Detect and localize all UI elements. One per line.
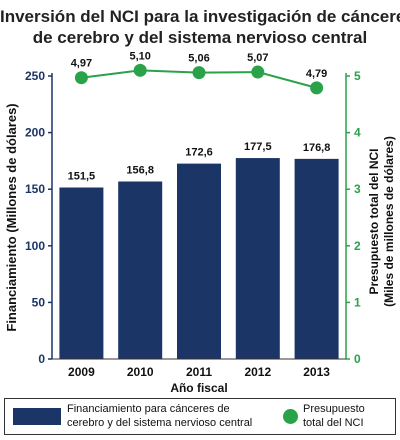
line-value-label-2012: 5,07 <box>247 52 268 64</box>
right-axis-tick-label-2: 2 <box>354 239 361 253</box>
chart-title-line-1: Inversión del NCI para la investigación … <box>0 7 400 26</box>
chart-legend: Financiamiento para cánceres de cerebro … <box>4 398 396 435</box>
x-axis-title: Año fiscal <box>170 381 227 395</box>
right-axis-tick-label-0: 0 <box>354 352 361 366</box>
line-value-label-2009: 4,97 <box>71 58 92 70</box>
legend-label-bar-line-2: cerebro y del sistema nervioso central <box>67 417 253 429</box>
left-axis-title: Financiamiento (Millones de dólares) <box>4 103 19 331</box>
line-value-label-2013: 4,79 <box>306 68 327 80</box>
bar-2010 <box>118 181 163 359</box>
line-point-2010 <box>133 63 147 77</box>
right-axis-tick-label-4: 4 <box>354 126 361 140</box>
bar-value-label-2012: 177,5 <box>244 141 272 153</box>
bar-value-label-2010: 156,8 <box>126 165 154 177</box>
bar-value-label-2011: 172,6 <box>185 147 213 159</box>
line-point-2013 <box>310 81 324 95</box>
right-axis-title-line-2: (Miles de millones de dólares) <box>382 136 396 307</box>
legend-label-dot-line-2: total del NCI <box>303 417 364 429</box>
left-axis-tick-label-200: 200 <box>25 126 45 140</box>
left-axis-tick-label-150: 150 <box>25 182 45 196</box>
bar-value-label-2013: 176,8 <box>303 142 331 154</box>
bar-2012 <box>235 158 280 359</box>
x-axis-tick-label-2013: 2013 <box>303 365 330 379</box>
left-axis-tick-label-0: 0 <box>38 352 45 366</box>
chart-title: Inversión del NCI para la investigación … <box>0 6 400 48</box>
legend-label-bar-line-1: Financiamiento para cánceres de <box>67 403 230 415</box>
line-value-label-2010: 5,10 <box>129 50 150 62</box>
legend-label-dot-line-1: Presupuesto <box>303 403 365 415</box>
line-value-label-2011: 5,06 <box>188 53 209 65</box>
left-axis-tick-label-100: 100 <box>25 239 45 253</box>
legend-swatch-dot <box>283 409 298 424</box>
left-axis-tick-label-50: 50 <box>32 295 46 309</box>
line-point-2012 <box>251 65 265 79</box>
bar-2013 <box>294 158 339 359</box>
right-axis-tick-label-3: 3 <box>354 182 361 196</box>
x-axis-tick-label-2011: 2011 <box>186 365 212 379</box>
bar-2009 <box>59 187 104 359</box>
right-axis-tick-label-5: 5 <box>354 69 361 83</box>
left-axis-tick-label-250: 250 <box>25 69 45 83</box>
legend-swatch-bar <box>13 408 61 425</box>
right-axis-tick-label-1: 1 <box>354 295 361 309</box>
x-axis-tick-label-2009: 2009 <box>68 365 95 379</box>
bar-value-label-2009: 151,5 <box>68 171 96 183</box>
x-axis-tick-label-2012: 2012 <box>244 365 271 379</box>
line-point-2009 <box>74 71 88 85</box>
bar-2011 <box>177 163 221 359</box>
line-point-2011 <box>192 66 206 80</box>
chart-title-line-2: de cerebro y del sistema nervioso centra… <box>32 28 368 47</box>
x-axis-tick-label-2010: 2010 <box>127 365 154 379</box>
right-axis-title-line-1: Presupuesto total del NCI <box>367 148 381 294</box>
